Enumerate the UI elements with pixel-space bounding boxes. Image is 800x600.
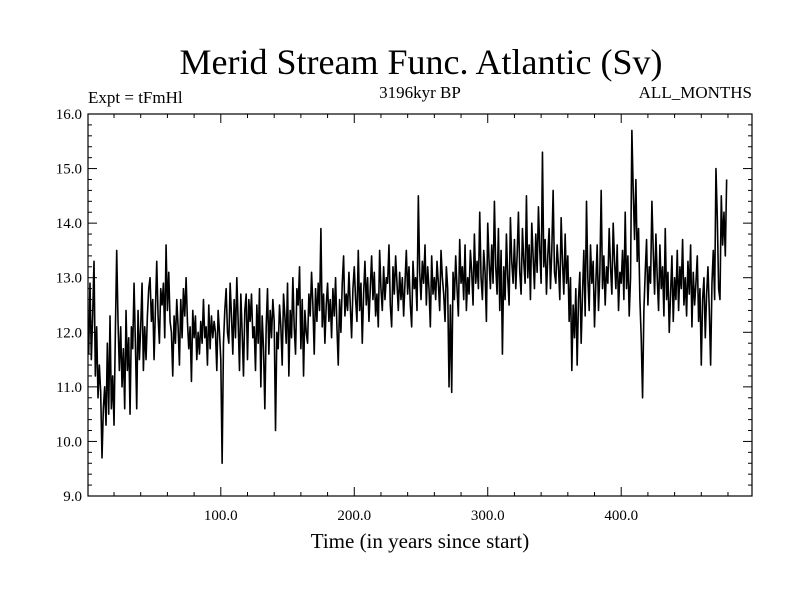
y-axis: 9.0 10.0 11.0 12.0 13.0 14.0 15.0 16.0	[56, 107, 752, 505]
x-tick-label: 300.0	[471, 508, 505, 524]
x-axis-label: Time (in years since start)	[311, 529, 530, 553]
experiment-label: Expt = tFmHl	[88, 88, 183, 107]
series-line	[87, 129, 728, 465]
y-tick-label: 11.0	[56, 380, 82, 396]
months-label: ALL_MONTHS	[639, 83, 752, 102]
y-tick-label: 12.0	[56, 325, 82, 341]
x-tick-label: 200.0	[337, 508, 371, 524]
x-axis: 100.0 200.0 300.0 400.0	[113, 114, 729, 524]
y-tick-label: 15.0	[56, 162, 82, 178]
y-tick-label: 14.0	[56, 216, 82, 232]
period-label: 3196kyr BP	[379, 83, 461, 102]
plot-frame	[87, 113, 753, 497]
y-tick-label: 16.0	[56, 107, 82, 123]
x-tick-label: 100.0	[204, 508, 238, 524]
x-tick-label: 400.0	[604, 508, 638, 524]
y-tick-label: 13.0	[56, 271, 82, 287]
y-tick-label: 10.0	[56, 434, 82, 450]
chart-title: Merid Stream Func. Atlantic (Sv)	[180, 42, 663, 82]
y-tick-label: 9.0	[63, 489, 82, 505]
series-group	[87, 129, 728, 465]
